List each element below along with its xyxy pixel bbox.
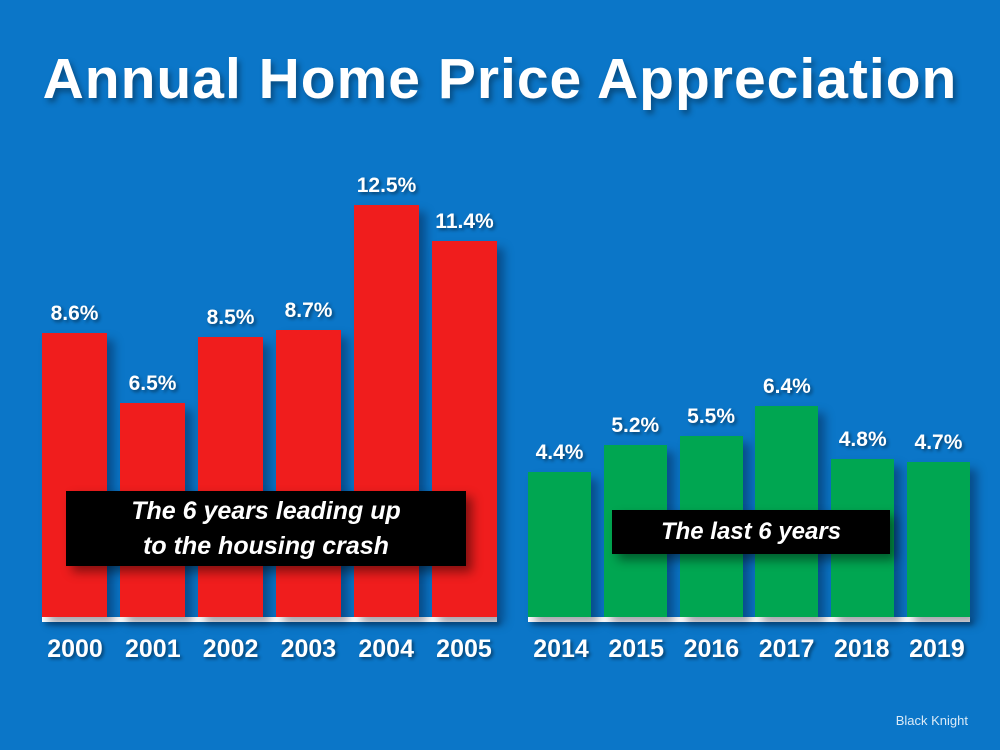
bar-2019	[906, 461, 970, 617]
bar-cell: 4.4%	[528, 441, 591, 617]
bar-value-label: 6.5%	[128, 371, 177, 395]
bar-value-label: 5.2%	[611, 414, 660, 438]
bar-2002	[198, 336, 263, 617]
bar-value-label: 5.5%	[687, 404, 736, 428]
year-label-2015: 2015	[608, 635, 664, 663]
bar-value-label: 4.7%	[914, 430, 963, 454]
year-label-2019: 2019	[909, 635, 965, 663]
year-label-2018: 2018	[833, 635, 890, 663]
bar-cell: 8.7%	[276, 299, 341, 617]
annotation-line: The 6 years leading up	[131, 496, 401, 525]
x-axis-line	[42, 617, 497, 622]
attribution-source: Black Knight	[895, 713, 968, 728]
bar-value-label: 4.4%	[535, 440, 584, 464]
bar-value-label: 8.5%	[206, 305, 255, 329]
chart-group-precrash: 8.6% 6.5% 8.5% 8.7% 12.5% 11.4% 2000 2001 2002 2…	[42, 167, 497, 664]
bar-value-label: 8.7%	[284, 298, 333, 322]
bar-2003	[276, 329, 341, 617]
years-row: 2000 2001 2002 2003 2004 2005	[42, 635, 497, 664]
bar-value-label: 11.4%	[435, 209, 494, 233]
bars-row: 8.6% 6.5% 8.5% 8.7% 12.5% 11.4%	[42, 167, 497, 617]
x-axis-line	[528, 617, 970, 622]
year-label-2017: 2017	[758, 635, 815, 663]
bar-value-label: 8.6%	[50, 302, 99, 326]
annotation-precrash: The 6 years leading up to the housing cr…	[66, 491, 466, 566]
annotation-line: to the housing crash	[143, 531, 389, 560]
bar-value-label: 4.8%	[838, 427, 887, 451]
bar-cell: 8.6%	[42, 302, 107, 617]
year-label-2016: 2016	[683, 635, 740, 663]
years-row: 2014 2015 2016 2017 2018 2019	[528, 635, 970, 664]
year-label-2005: 2005	[436, 635, 492, 663]
bar-2000	[42, 333, 107, 617]
chart-group-last-six-years: 4.4% 5.2% 5.5% 6.4% 4.8% 4.7% 2014 2015 2016 201…	[528, 167, 970, 664]
year-label-2002: 2002	[202, 635, 259, 663]
bar-value-label: 12.5%	[356, 173, 417, 197]
bar-value-label: 6.4%	[762, 374, 811, 398]
bar-cell: 8.5%	[198, 305, 263, 617]
bars-row: 4.4% 5.2% 5.5% 6.4% 4.8% 4.7%	[528, 167, 970, 617]
bar-cell: 4.7%	[906, 430, 970, 617]
year-label-2000: 2000	[47, 635, 103, 663]
year-label-2001: 2001	[124, 635, 181, 663]
bar-cell: 6.4%	[755, 374, 819, 617]
page-title: Annual Home Price Appreciation	[42, 47, 958, 111]
year-label-2003: 2003	[280, 635, 337, 663]
annotation-line: The last 6 years	[660, 518, 842, 545]
year-label-2014: 2014	[533, 635, 589, 663]
annotation-last-six-years: The last 6 years	[612, 510, 890, 554]
year-label-2004: 2004	[358, 635, 414, 663]
bar-2014	[528, 471, 591, 617]
